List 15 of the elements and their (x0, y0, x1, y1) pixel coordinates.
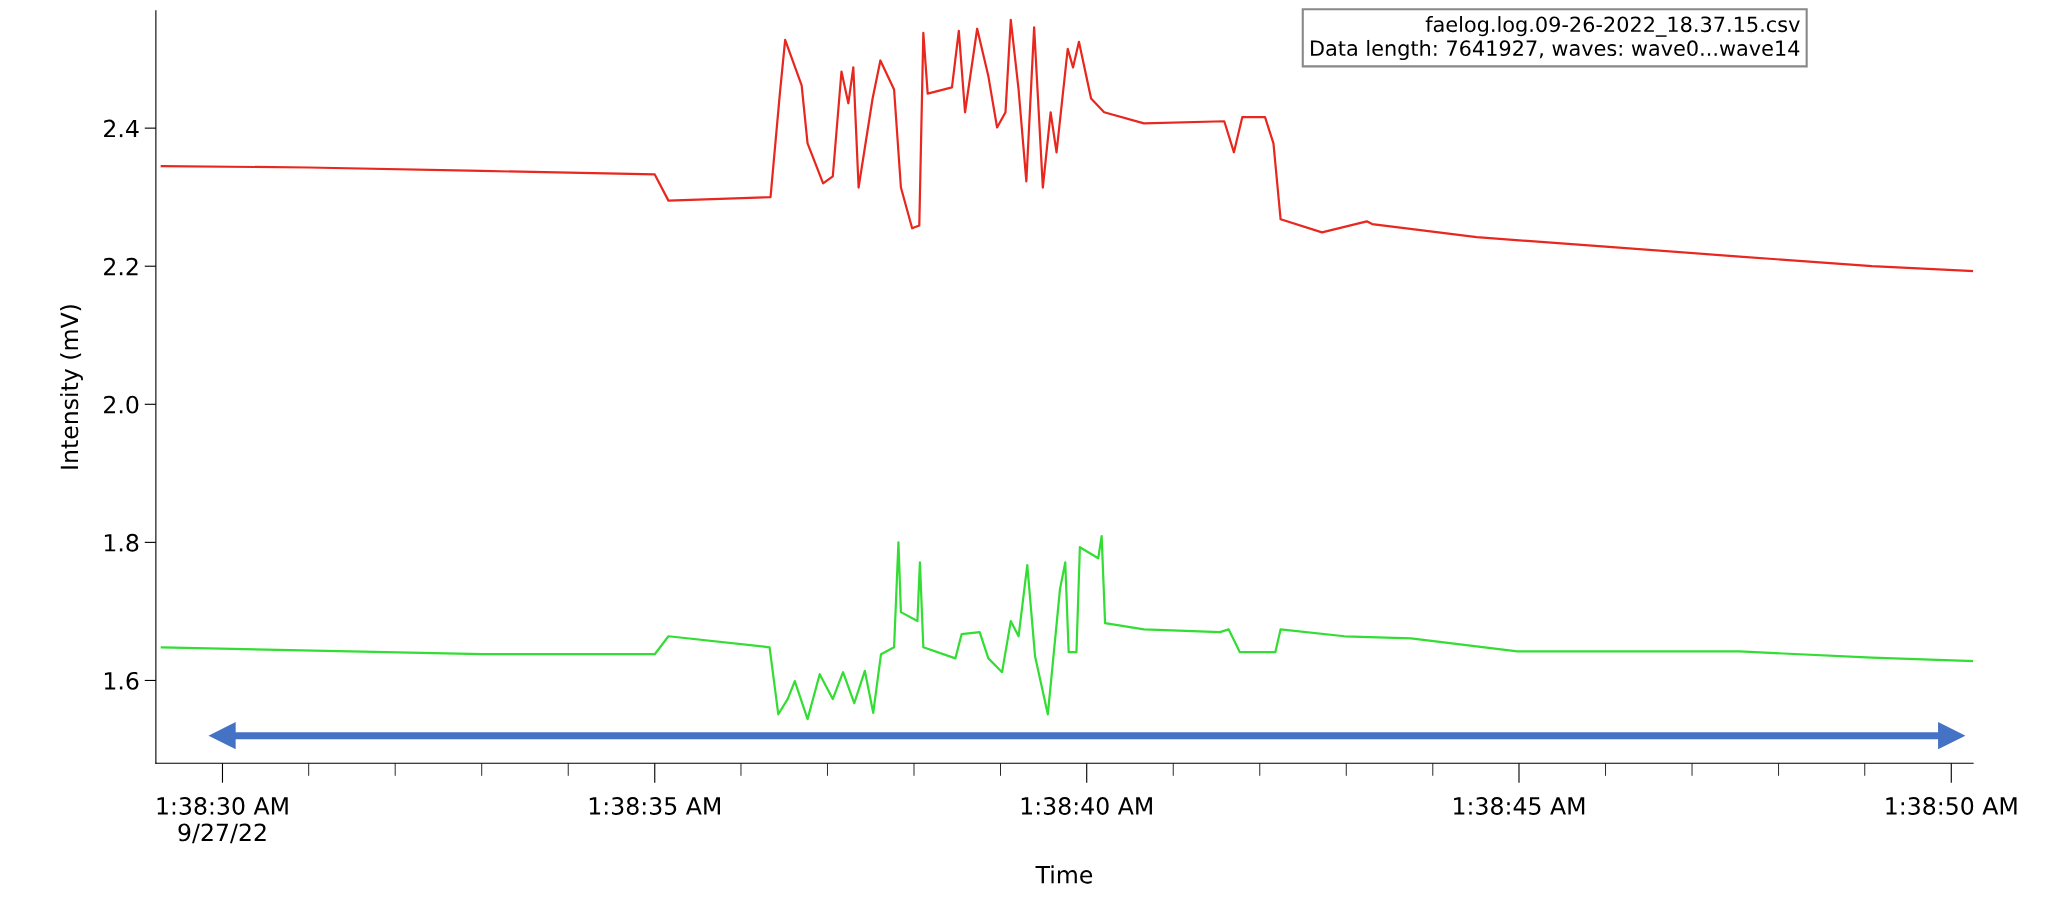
y-tick-label: 1.8 (104, 533, 139, 552)
x-tick-label: 1:38:35 AM (589, 797, 720, 815)
y-tick-label: 2.0 (104, 395, 139, 414)
y-tick-label: 1.6 (104, 671, 139, 690)
y-tick-label: 2.4 (104, 119, 139, 138)
line-series (160, 535, 1974, 721)
x-tick-label: 1:38:45 AM (1454, 797, 1585, 815)
x-tick-label: 1:38:40 AM (1021, 797, 1152, 815)
x-axis-title: Time (1035, 865, 1093, 884)
x-tick-label: 1:38:30 AM 9/27/22 (157, 797, 288, 844)
annotation: faelog.log.09-26-2022_18.37.15.csv Data length: 7641927, waves: wave0...wave14 (1311, 16, 1800, 61)
y-tick-label: 2.2 (104, 257, 138, 276)
y-axis-title: Intensity (mV) (60, 305, 83, 469)
x-tick-label: 1:38:50 AM (1886, 797, 2017, 815)
line-series (160, 18, 1974, 273)
